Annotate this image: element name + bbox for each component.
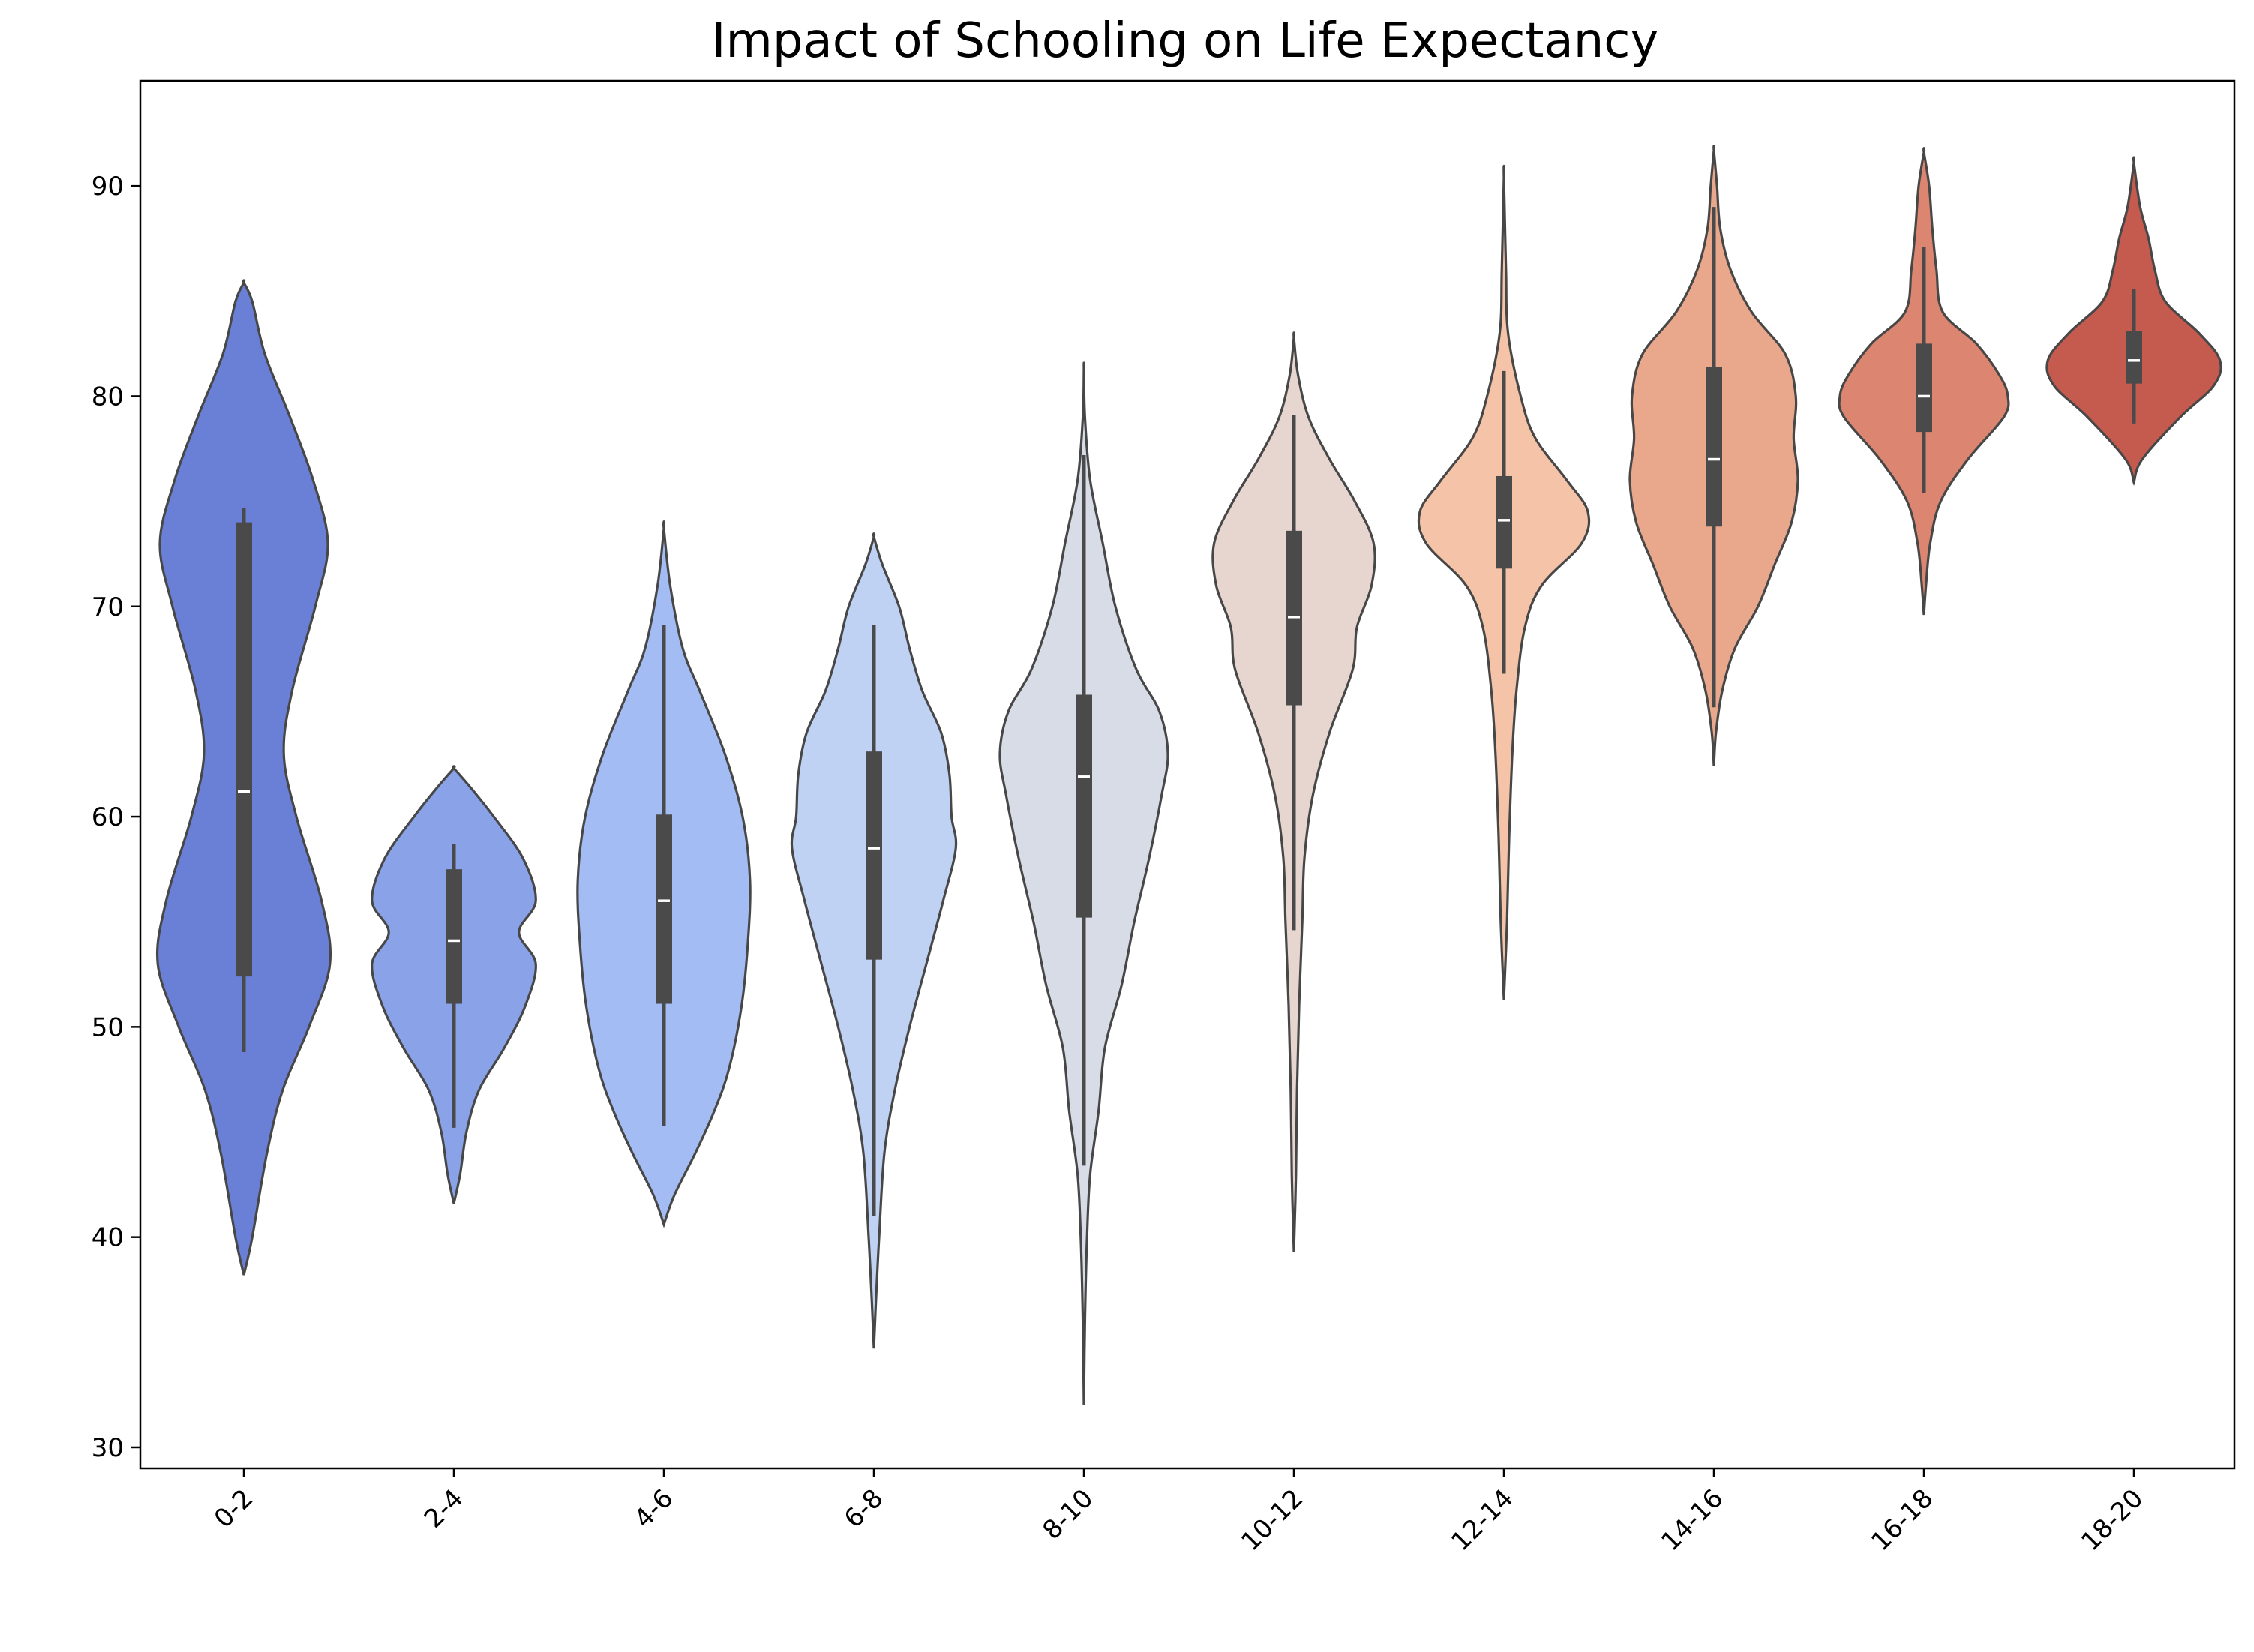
chart-title: Impact of Schooling on Life Expectancy	[712, 13, 1659, 69]
x-tick-label: 14-16	[1655, 1483, 1729, 1557]
iqr-box-2-4	[446, 869, 462, 1004]
violins-group	[155, 144, 2222, 1405]
y-tick-label: 40	[92, 1223, 124, 1253]
x-tick-label: 0-2	[209, 1483, 260, 1534]
y-tick-label: 60	[92, 802, 124, 832]
x-tick-label: 8-10	[1037, 1483, 1100, 1546]
x-tick-label: 4-6	[629, 1483, 680, 1534]
y-tick-label: 80	[92, 382, 124, 412]
x-tick-label: 16-18	[1865, 1483, 1939, 1557]
y-tick-label: 90	[92, 172, 124, 202]
iqr-box-8-10	[1076, 694, 1092, 918]
x-tick-label: 12-14	[1445, 1483, 1519, 1557]
boxes-group	[236, 207, 2142, 1216]
iqr-box-18-20	[2126, 331, 2142, 384]
iqr-box-6-8	[866, 751, 882, 960]
iqr-box-12-14	[1496, 475, 1512, 569]
iqr-box-0-2	[236, 522, 252, 977]
y-tick-label: 50	[92, 1012, 124, 1042]
plot-frame	[139, 79, 2236, 1470]
iqr-box-14-16	[1706, 367, 1722, 527]
x-tick-label: 10-12	[1235, 1483, 1309, 1557]
iqr-box-16-18	[1916, 343, 1932, 433]
y-axis: 30 40 50 60 70 80 90	[92, 172, 140, 1463]
x-axis: 0-2 2-4 4-6 6-8 8-10 10-12 12-14 14-16 16-18 18-2…	[209, 1468, 2149, 1557]
x-tick-label: 2-4	[419, 1483, 470, 1534]
x-tick-label: 18-20	[2075, 1483, 2149, 1557]
x-tick-label: 6-8	[839, 1483, 890, 1534]
iqr-box-4-6	[656, 814, 672, 1004]
y-tick-label: 30	[92, 1433, 124, 1463]
y-tick-label: 70	[92, 592, 124, 622]
